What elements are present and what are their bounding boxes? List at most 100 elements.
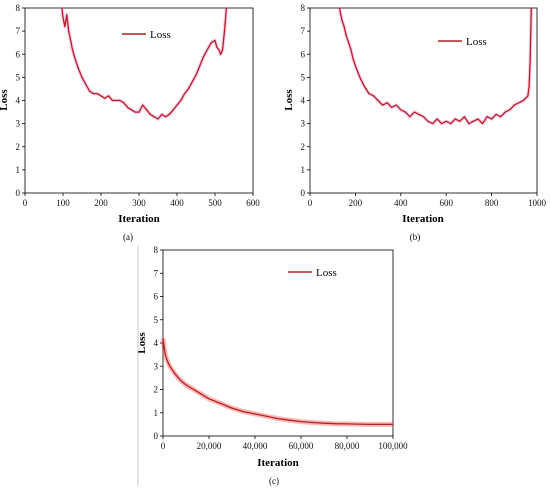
loss-series-glow <box>337 7 534 126</box>
loss-data-point <box>348 42 350 44</box>
x-tick-label: 20,000 <box>197 441 222 451</box>
loss-series-glow <box>60 7 229 121</box>
y-tick-label: 1 <box>301 165 306 175</box>
loss-data-point <box>504 111 506 113</box>
loss-data-point <box>85 83 87 85</box>
loss-data-point <box>149 113 151 115</box>
x-tick-label: 100,000 <box>378 441 408 451</box>
loss-data-point <box>382 104 384 106</box>
y-axis-title: Loss <box>136 332 148 354</box>
x-tick-label: 1000 <box>528 198 547 208</box>
loss-data-point <box>352 58 354 60</box>
loss-data-point <box>203 56 205 58</box>
panel-label: (c) <box>269 476 279 486</box>
loss-data-point <box>100 95 102 97</box>
loss-data-point <box>180 99 182 102</box>
y-tick-label: 7 <box>16 26 21 36</box>
loss-data-point <box>363 86 366 88</box>
loss-data-point <box>123 102 125 104</box>
x-axis-title: Iteration <box>257 457 299 469</box>
loss-data-point <box>108 95 110 97</box>
loss-data-point <box>176 104 178 106</box>
loss-data-point <box>413 111 415 113</box>
y-tick-label: 6 <box>301 49 306 59</box>
loss-data-point <box>518 102 520 104</box>
x-axis-title: Iteration <box>402 213 444 225</box>
loss-data-point <box>418 113 420 115</box>
x-tick-label: 400 <box>170 198 184 208</box>
y-tick-label: 2 <box>16 142 21 152</box>
loss-series-glow <box>160 338 393 427</box>
loss-data-point <box>81 76 83 78</box>
loss-data-point <box>377 99 379 102</box>
x-tick-label: 80,000 <box>335 441 360 451</box>
x-tick-label: 600 <box>246 198 260 208</box>
loss-data-point <box>191 81 193 83</box>
loss-data-point <box>231 407 233 409</box>
loss-data-point <box>165 116 167 118</box>
loss-data-point <box>220 53 222 55</box>
loss-data-point <box>468 123 470 125</box>
loss-data-point <box>218 49 220 51</box>
y-tick-label: 6 <box>16 49 21 59</box>
loss-data-point <box>472 120 474 122</box>
loss-data-point <box>208 398 210 400</box>
loss-data-point <box>373 95 375 97</box>
loss-data-point <box>70 39 72 42</box>
loss-data-point <box>392 423 394 425</box>
loss-data-point <box>254 413 256 415</box>
loss-series-line <box>162 338 393 426</box>
loss-data-point <box>92 93 94 95</box>
y-tick-label: 5 <box>154 315 159 325</box>
loss-data-point <box>477 118 479 120</box>
loss-data-point <box>495 113 497 115</box>
loss-data-point <box>168 113 170 115</box>
plot-frame <box>309 7 538 194</box>
loss-data-point <box>463 116 465 118</box>
loss-data-point <box>522 99 525 102</box>
loss-data-point <box>368 93 370 95</box>
loss-data-point <box>345 35 347 37</box>
loss-data-point <box>134 111 136 113</box>
loss-data-point <box>432 123 434 125</box>
y-tick-label: 5 <box>301 72 306 82</box>
loss-data-point <box>77 67 79 69</box>
loss-data-point <box>184 93 186 95</box>
loss-data-point <box>64 25 66 28</box>
loss-data-point <box>214 39 216 42</box>
y-tick-label: 8 <box>301 3 306 13</box>
loss-data-point <box>179 379 181 381</box>
loss-data-point <box>66 14 68 16</box>
loss-data-point <box>528 86 530 88</box>
loss-data-point <box>210 42 212 44</box>
y-axis-title: Loss <box>0 89 10 111</box>
loss-data-point <box>130 109 132 111</box>
panel-label: (b) <box>410 232 421 242</box>
loss-data-point <box>422 116 425 118</box>
x-tick-label: 200 <box>94 198 108 208</box>
plot-frame <box>24 7 254 194</box>
loss-data-point <box>409 116 411 118</box>
loss-data-point <box>530 7 532 9</box>
loss-data-point <box>513 104 515 106</box>
loss-data-point <box>162 337 164 339</box>
loss-data-point <box>68 30 70 32</box>
loss-data-point <box>169 365 171 367</box>
loss-data-point <box>119 99 121 102</box>
x-tick-label: 0 <box>308 198 313 208</box>
y-tick-label: 6 <box>154 292 159 302</box>
loss-data-point <box>491 118 493 120</box>
loss-data-point <box>219 402 222 404</box>
loss-data-point <box>71 49 74 51</box>
loss-data-point <box>265 415 268 417</box>
loss-data-point <box>346 423 348 425</box>
loss-data-point <box>380 423 383 425</box>
loss-data-point <box>206 49 208 51</box>
loss-data-point <box>486 116 488 118</box>
x-tick-label: 0 <box>161 441 166 451</box>
loss-data-point <box>164 354 166 356</box>
loss-data-point <box>73 56 75 58</box>
legend-label: Loss <box>150 29 171 41</box>
loss-series-line <box>338 7 532 125</box>
